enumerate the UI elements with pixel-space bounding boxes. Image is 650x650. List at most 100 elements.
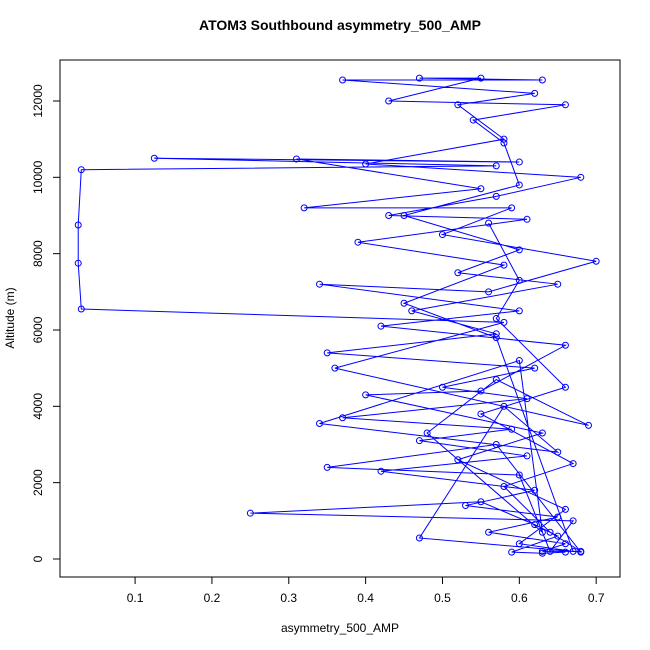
data-point <box>561 383 569 391</box>
data-point <box>415 534 423 542</box>
data-point <box>74 259 82 267</box>
data-point <box>515 158 523 166</box>
data-point <box>362 391 370 399</box>
x-tick-label: 0.4 <box>357 591 374 605</box>
data-point <box>323 349 331 357</box>
data-point <box>400 299 408 307</box>
data-point <box>408 307 416 315</box>
data-point <box>561 505 569 513</box>
data-point <box>316 419 324 427</box>
data-point <box>569 460 577 468</box>
data-point <box>561 548 569 556</box>
data-point <box>377 467 385 475</box>
data-point <box>508 425 516 433</box>
data-point <box>561 101 569 109</box>
data-point <box>538 549 546 557</box>
data-point <box>538 76 546 84</box>
data-point <box>323 463 331 471</box>
data-point <box>77 305 85 313</box>
data-point <box>508 548 516 556</box>
data-point <box>515 181 523 189</box>
data-point <box>454 269 462 277</box>
data-point <box>385 97 393 105</box>
data-point <box>462 502 470 510</box>
y-tick-label: 8000 <box>31 240 45 267</box>
data-point <box>531 486 539 494</box>
data-point <box>515 357 523 365</box>
y-tick-label: 2000 <box>31 469 45 496</box>
data-point <box>546 528 554 536</box>
data-point <box>561 341 569 349</box>
data-line <box>77 77 597 554</box>
data-point <box>546 547 554 555</box>
x-tick-label: 0.1 <box>127 591 144 605</box>
data-point <box>554 280 562 288</box>
data-point <box>331 364 339 372</box>
data-point <box>538 429 546 437</box>
data-point <box>569 547 577 555</box>
y-tick-label: 0 <box>31 555 45 562</box>
data-point <box>538 547 546 555</box>
y-tick-label: 4000 <box>31 393 45 420</box>
data-point <box>561 540 569 548</box>
data-point <box>569 517 577 525</box>
data-point <box>74 221 82 229</box>
data-point <box>485 219 493 227</box>
data-point <box>577 547 585 555</box>
data-point <box>477 498 485 506</box>
data-point <box>492 162 500 170</box>
data-point <box>423 429 431 437</box>
data-point <box>492 192 500 200</box>
data-point <box>515 307 523 315</box>
data-point <box>515 276 523 284</box>
data-point <box>454 101 462 109</box>
data-point <box>477 387 485 395</box>
data-point <box>492 315 500 323</box>
data-point <box>339 414 347 422</box>
data-point <box>515 540 523 548</box>
data-point <box>316 280 324 288</box>
data-point <box>77 166 85 174</box>
data-point <box>531 521 539 529</box>
data-point <box>385 211 393 219</box>
x-axis-label: asymmetry_500_AMP <box>281 621 399 635</box>
data-point <box>454 456 462 464</box>
data-point <box>592 257 600 265</box>
data-point <box>492 334 500 342</box>
data-point <box>554 532 562 540</box>
data-point <box>554 448 562 456</box>
chart-title: ATOM3 Southbound asymmetry_500_AMP <box>199 17 481 33</box>
data-point <box>400 211 408 219</box>
data-point <box>477 185 485 193</box>
data-point <box>500 135 508 143</box>
data-point <box>377 322 385 330</box>
x-tick-label: 0.7 <box>588 591 605 605</box>
data-point <box>438 383 446 391</box>
data-point <box>500 402 508 410</box>
data-point <box>438 231 446 239</box>
data-point <box>485 288 493 296</box>
data-point <box>500 139 508 147</box>
data-point <box>523 215 531 223</box>
x-tick-label: 0.6 <box>511 591 528 605</box>
data-point <box>292 155 300 163</box>
data-point <box>246 509 254 517</box>
y-tick-label: 10000 <box>31 160 45 194</box>
data-point <box>500 482 508 490</box>
x-tick-label: 0.2 <box>204 591 221 605</box>
x-tick-label: 0.3 <box>280 591 297 605</box>
data-point <box>469 116 477 124</box>
data-point <box>500 318 508 326</box>
data-point <box>577 173 585 181</box>
y-axis-label: Altitude (m) <box>3 287 17 348</box>
data-point <box>485 528 493 536</box>
y-tick-label: 6000 <box>31 316 45 343</box>
data-point <box>523 395 531 403</box>
data-point <box>300 204 308 212</box>
data-point <box>492 330 500 338</box>
data-point <box>492 376 500 384</box>
data-point <box>415 74 423 82</box>
data-point <box>531 89 539 97</box>
data-point <box>477 74 485 82</box>
